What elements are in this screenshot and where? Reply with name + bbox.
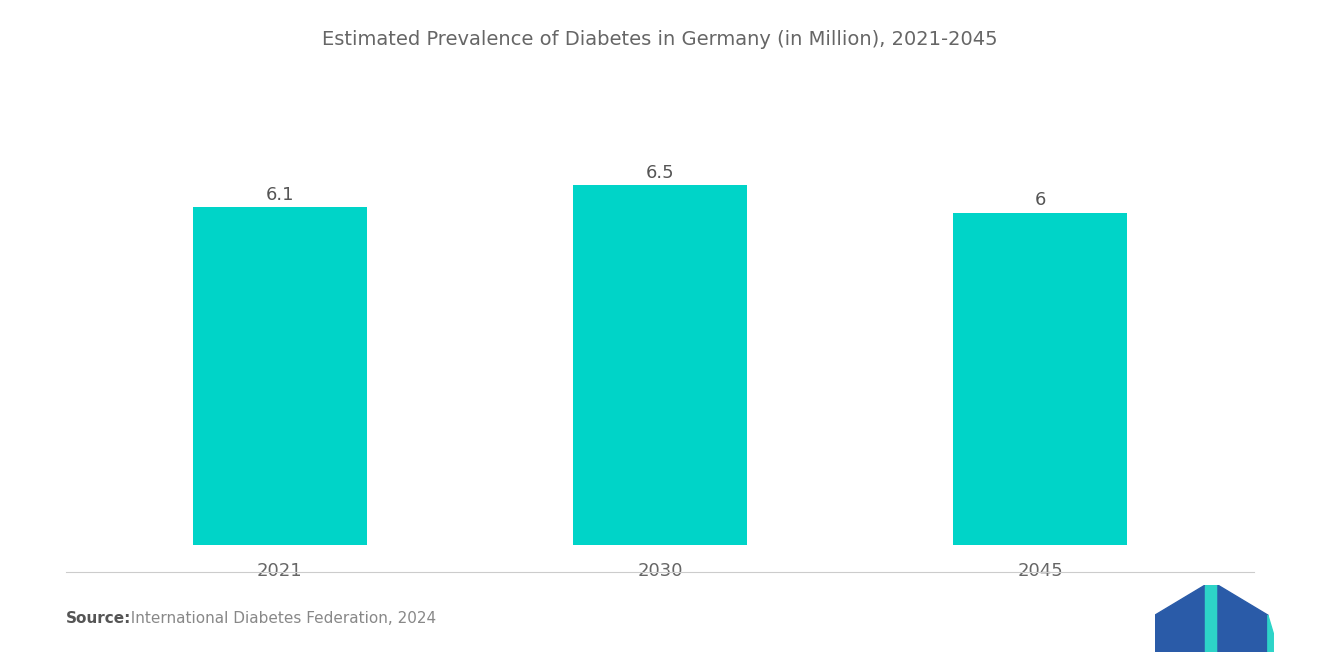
Text: Estimated Prevalence of Diabetes in Germany (in Million), 2021-2045: Estimated Prevalence of Diabetes in Germ… — [322, 30, 998, 49]
Text: 6.5: 6.5 — [645, 164, 675, 182]
Bar — [193, 207, 367, 545]
Text: 6: 6 — [1035, 192, 1045, 209]
Polygon shape — [1205, 585, 1218, 652]
Text: International Diabetes Federation, 2024: International Diabetes Federation, 2024 — [121, 611, 437, 626]
Bar — [953, 213, 1127, 545]
Polygon shape — [1218, 585, 1267, 652]
Polygon shape — [1267, 615, 1274, 652]
Text: 6.1: 6.1 — [265, 186, 294, 204]
Text: Source:: Source: — [66, 611, 132, 626]
Bar — [573, 185, 747, 545]
Polygon shape — [1155, 585, 1205, 652]
